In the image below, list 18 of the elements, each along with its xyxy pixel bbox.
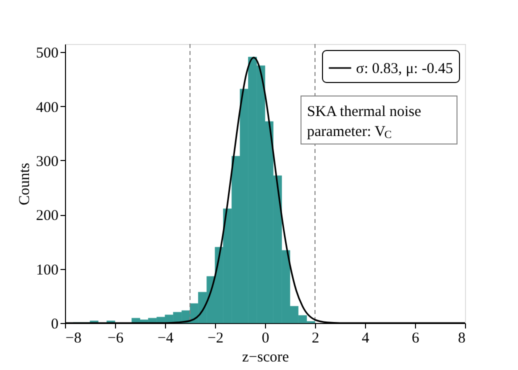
x-tick-label: 6 [412,330,420,346]
y-tick-label: 100 [36,262,58,278]
y-axis-title: Counts [17,162,33,206]
x-tick-label: −6 [108,330,124,346]
x-tick-label: −2 [208,330,224,346]
x-axis-title: z−score [242,350,290,366]
y-tick-label: 200 [36,208,58,224]
x-tick-label: −8 [66,330,82,346]
y-tick-label: 400 [36,100,58,116]
legend-label: σ: 0.83, μ: -0.45 [356,61,453,77]
x-tick-label: 2 [312,330,320,346]
y-tick-label: 300 [36,154,58,170]
y-tick-label: 500 [36,46,58,62]
x-tick-label: −4 [158,330,174,346]
x-tick-label: 0 [262,330,270,346]
x-tick-label: 8 [458,330,466,346]
x-tick-label: 4 [362,330,370,346]
y-tick-label: 0 [51,316,58,332]
